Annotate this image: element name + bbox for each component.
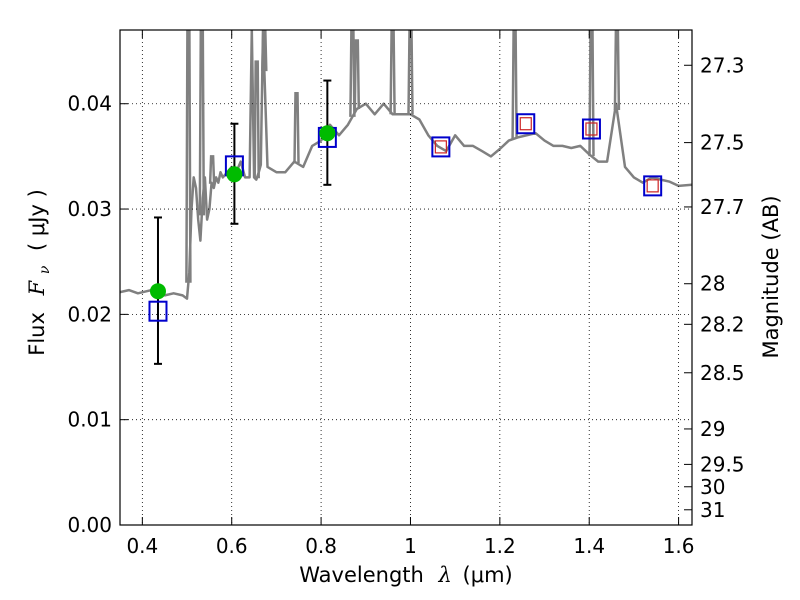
emission-line-1 [198, 30, 206, 216]
mag-tick-label-3: 28 [700, 272, 725, 296]
x-tick-label-0: 0.4 [126, 534, 158, 558]
observed-point-2 [319, 125, 336, 142]
emission-line-10 [511, 30, 518, 139]
emission-line-8 [389, 30, 396, 115]
y-tick-label-2: 0.02 [67, 302, 112, 326]
emission-line-7 [353, 39, 361, 110]
mag-tick-label-7: 29.5 [700, 452, 745, 476]
emission-line-9 [407, 30, 414, 115]
emission-line-2 [208, 155, 216, 184]
grid-layer [120, 30, 692, 525]
y-axis-label: Flux F ν ( μJy ) [25, 189, 54, 356]
y-tick-label-4: 0.04 [67, 92, 112, 116]
ticks-layer: 0.4 0.6 0.8 1 1.2 1.4 1.6 0.00 0.01 0.02 0.03 0.04 2… [67, 30, 745, 558]
model-spectrum-layer [120, 30, 692, 300]
y-tick-label-1: 0.01 [67, 408, 112, 432]
error-bars-layer [153, 79, 332, 365]
model-square-small-2 [585, 122, 598, 136]
mag-tick-label-4: 28.2 [700, 312, 745, 336]
x-tick-label-2: 0.8 [305, 534, 337, 558]
model-square-3 [431, 136, 451, 158]
mag-tick-label-2: 27.7 [700, 195, 745, 219]
x-axis-label: Wavelength λ (μm) [299, 563, 512, 587]
model-square-4 [516, 113, 536, 135]
emission-line-12 [613, 30, 621, 111]
model-spectrum-line [120, 30, 692, 300]
mag-tick-label-6: 29 [700, 417, 725, 441]
emission-line-3 [253, 60, 260, 179]
observed-point-0 [149, 283, 166, 300]
model-square-small-1 [519, 117, 532, 131]
plot-frame [119, 29, 693, 526]
emission-line-11 [588, 30, 595, 157]
x-tick-label-6: 1.6 [663, 534, 695, 558]
x-tick-label-4: 1.2 [484, 534, 516, 558]
x-tick-label-3: 1 [404, 534, 417, 558]
emission-line-5 [293, 91, 300, 164]
emission-lines-layer [185, 30, 621, 283]
emission-line-4 [261, 30, 268, 72]
x-tick-label-5: 1.4 [573, 534, 605, 558]
mag-tick-label-0: 27.3 [700, 53, 745, 77]
mag-tick-label-5: 28.5 [700, 361, 745, 385]
mag-tick-label-8: 30 [700, 475, 725, 499]
model-square-5 [581, 118, 601, 140]
y-tick-label-0: 0.00 [67, 513, 112, 537]
model-square-0 [148, 300, 168, 322]
magnitude-axis-label: Magnitude (AB) [759, 195, 783, 358]
model-square-small-3 [646, 179, 659, 193]
observed-point-1 [226, 166, 243, 183]
emission-line-6 [349, 30, 356, 117]
mag-tick-label-1: 27.5 [700, 131, 745, 155]
model-square-small-0 [434, 140, 447, 154]
emission-line-0 [185, 30, 192, 283]
model-square-6 [643, 175, 663, 197]
mag-tick-label-9: 31 [700, 498, 725, 522]
y-tick-label-3: 0.03 [67, 197, 112, 221]
data-points-layer [148, 113, 663, 322]
x-tick-label-1: 0.6 [216, 534, 248, 558]
